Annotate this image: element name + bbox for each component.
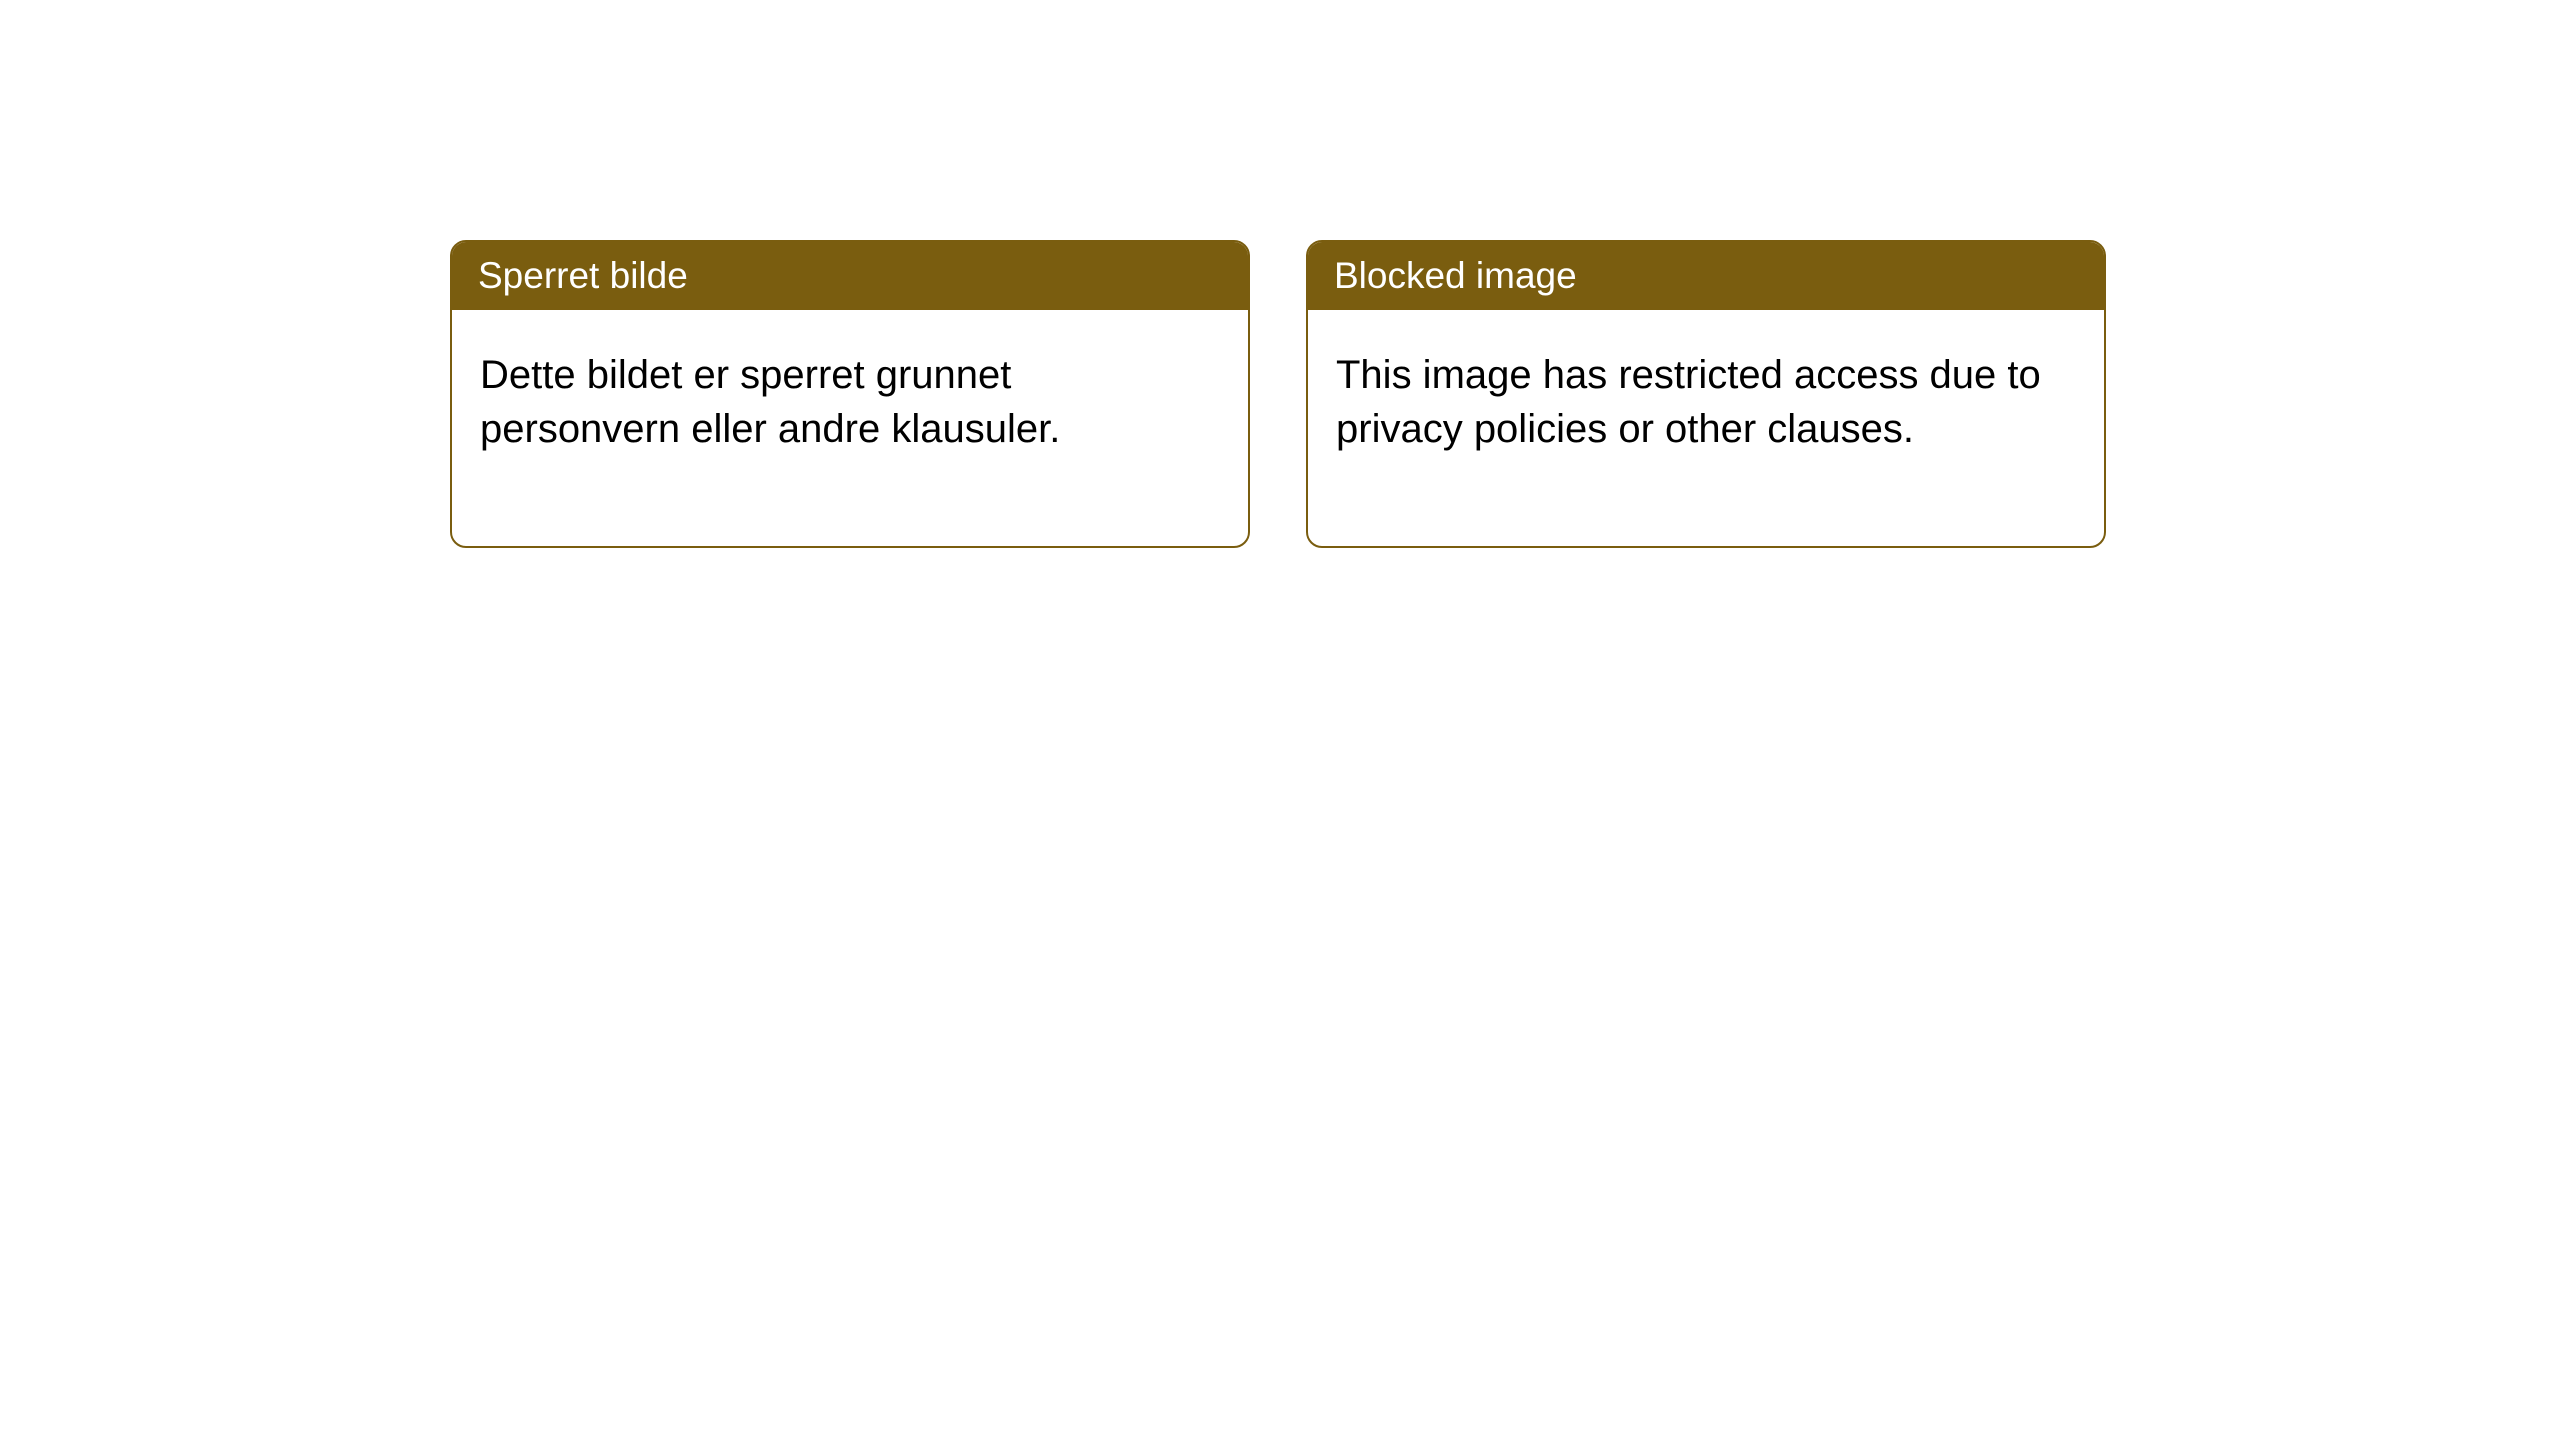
notice-card-english: Blocked image This image has restricted …: [1306, 240, 2106, 548]
notice-card-norwegian: Sperret bilde Dette bildet er sperret gr…: [450, 240, 1250, 548]
notice-card-body: Dette bildet er sperret grunnet personve…: [452, 310, 1248, 546]
notice-card-title: Sperret bilde: [452, 242, 1248, 310]
notice-card-body: This image has restricted access due to …: [1308, 310, 2104, 546]
notice-card-title: Blocked image: [1308, 242, 2104, 310]
notice-cards-container: Sperret bilde Dette bildet er sperret gr…: [450, 240, 2106, 548]
